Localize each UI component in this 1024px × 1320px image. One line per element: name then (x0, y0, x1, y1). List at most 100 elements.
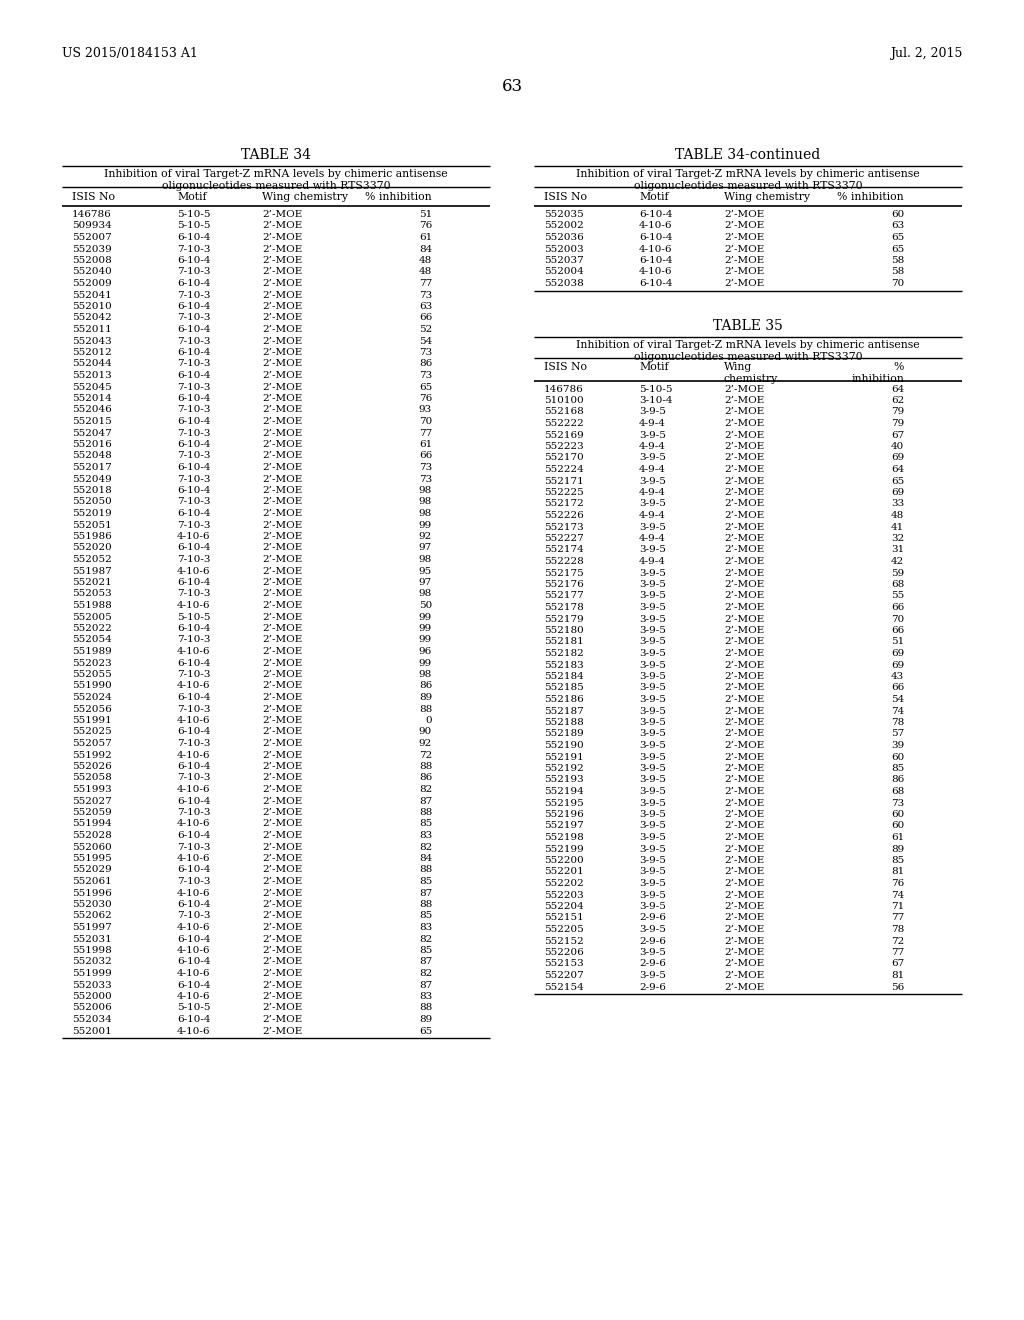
Text: 7-10-3: 7-10-3 (177, 359, 211, 368)
Text: 2’-MOE: 2’-MOE (262, 774, 302, 783)
Text: 4-10-6: 4-10-6 (639, 268, 673, 276)
Text: 552228: 552228 (544, 557, 584, 566)
Text: 7-10-3: 7-10-3 (177, 635, 211, 644)
Text: 61: 61 (419, 440, 432, 449)
Text: 552194: 552194 (544, 787, 584, 796)
Text: 552038: 552038 (544, 279, 584, 288)
Text: 551992: 551992 (72, 751, 112, 759)
Text: 2’-MOE: 2’-MOE (724, 833, 764, 842)
Text: 6-10-4: 6-10-4 (177, 325, 211, 334)
Text: 64: 64 (891, 465, 904, 474)
Text: 3-9-5: 3-9-5 (639, 821, 666, 830)
Text: 2’-MOE: 2’-MOE (724, 810, 764, 818)
Text: 2’-MOE: 2’-MOE (262, 451, 302, 461)
Text: 55: 55 (891, 591, 904, 601)
Text: 6-10-4: 6-10-4 (639, 234, 673, 242)
Text: 552043: 552043 (72, 337, 112, 346)
Text: 552204: 552204 (544, 902, 584, 911)
Text: 84: 84 (419, 854, 432, 863)
Text: 552168: 552168 (544, 408, 584, 417)
Text: 52: 52 (419, 325, 432, 334)
Text: 7-10-3: 7-10-3 (177, 405, 211, 414)
Text: 4-10-6: 4-10-6 (177, 969, 211, 978)
Text: 7-10-3: 7-10-3 (177, 498, 211, 507)
Text: 2’-MOE: 2’-MOE (262, 762, 302, 771)
Text: 552154: 552154 (544, 982, 584, 991)
Text: 43: 43 (891, 672, 904, 681)
Text: 2’-MOE: 2’-MOE (724, 454, 764, 462)
Text: 552024: 552024 (72, 693, 112, 702)
Text: 552179: 552179 (544, 615, 584, 623)
Text: 552032: 552032 (72, 957, 112, 966)
Text: 73: 73 (419, 290, 432, 300)
Text: 2’-MOE: 2’-MOE (724, 913, 764, 923)
Text: 7-10-3: 7-10-3 (177, 244, 211, 253)
Text: 92: 92 (419, 532, 432, 541)
Text: 2-9-6: 2-9-6 (639, 913, 666, 923)
Text: 5-10-5: 5-10-5 (177, 210, 211, 219)
Text: 2’-MOE: 2’-MOE (262, 578, 302, 587)
Text: 2’-MOE: 2’-MOE (262, 601, 302, 610)
Text: 7-10-3: 7-10-3 (177, 808, 211, 817)
Text: TABLE 35: TABLE 35 (713, 318, 783, 333)
Text: 4-9-4: 4-9-4 (639, 557, 666, 566)
Text: 552202: 552202 (544, 879, 584, 888)
Text: 58: 58 (891, 256, 904, 265)
Text: 2’-MOE: 2’-MOE (724, 718, 764, 727)
Text: 7-10-3: 7-10-3 (177, 671, 211, 678)
Text: 552001: 552001 (72, 1027, 112, 1035)
Text: 95: 95 (419, 566, 432, 576)
Text: 4-10-6: 4-10-6 (177, 993, 211, 1001)
Text: 56: 56 (891, 982, 904, 991)
Text: 41: 41 (891, 523, 904, 532)
Text: 4-10-6: 4-10-6 (177, 751, 211, 759)
Text: 2’-MOE: 2’-MOE (262, 279, 302, 288)
Text: 48: 48 (419, 268, 432, 276)
Text: 7-10-3: 7-10-3 (177, 739, 211, 748)
Text: 66: 66 (891, 684, 904, 693)
Text: 552021: 552021 (72, 578, 112, 587)
Text: 3-9-5: 3-9-5 (639, 867, 666, 876)
Text: 2’-MOE: 2’-MOE (724, 523, 764, 532)
Text: Wing: Wing (724, 363, 753, 372)
Text: 7-10-3: 7-10-3 (177, 774, 211, 783)
Text: 3-9-5: 3-9-5 (639, 408, 666, 417)
Text: 552023: 552023 (72, 659, 112, 668)
Text: 2’-MOE: 2’-MOE (262, 854, 302, 863)
Text: 7-10-3: 7-10-3 (177, 383, 211, 392)
Text: 73: 73 (419, 371, 432, 380)
Text: 3-9-5: 3-9-5 (639, 776, 666, 784)
Text: 86: 86 (891, 776, 904, 784)
Text: 2’-MOE: 2’-MOE (724, 696, 764, 704)
Text: 552045: 552045 (72, 383, 112, 392)
Text: 3-9-5: 3-9-5 (639, 902, 666, 911)
Text: 551999: 551999 (72, 969, 112, 978)
Text: 6-10-4: 6-10-4 (177, 234, 211, 242)
Text: 89: 89 (891, 845, 904, 854)
Text: 2’-MOE: 2’-MOE (262, 348, 302, 356)
Text: 86: 86 (419, 681, 432, 690)
Text: 552060: 552060 (72, 842, 112, 851)
Text: 6-10-4: 6-10-4 (177, 693, 211, 702)
Text: 6-10-4: 6-10-4 (177, 762, 211, 771)
Text: 51: 51 (419, 210, 432, 219)
Text: 2’-MOE: 2’-MOE (262, 912, 302, 920)
Text: 2’-MOE: 2’-MOE (262, 888, 302, 898)
Text: 2’-MOE: 2’-MOE (262, 463, 302, 473)
Text: 88: 88 (419, 762, 432, 771)
Text: 3-9-5: 3-9-5 (639, 477, 666, 486)
Text: 2’-MOE: 2’-MOE (724, 891, 764, 899)
Text: 6-10-4: 6-10-4 (639, 256, 673, 265)
Text: 2’-MOE: 2’-MOE (724, 730, 764, 738)
Text: 2’-MOE: 2’-MOE (262, 842, 302, 851)
Text: 4-9-4: 4-9-4 (639, 418, 666, 428)
Text: 552180: 552180 (544, 626, 584, 635)
Text: 2’-MOE: 2’-MOE (724, 867, 764, 876)
Text: 552054: 552054 (72, 635, 112, 644)
Text: % inhibition: % inhibition (366, 191, 432, 202)
Text: 3-9-5: 3-9-5 (639, 649, 666, 657)
Text: 2’-MOE: 2’-MOE (724, 603, 764, 612)
Text: 2’-MOE: 2’-MOE (724, 210, 764, 219)
Text: 4-10-6: 4-10-6 (177, 785, 211, 795)
Text: 3-9-5: 3-9-5 (639, 972, 666, 979)
